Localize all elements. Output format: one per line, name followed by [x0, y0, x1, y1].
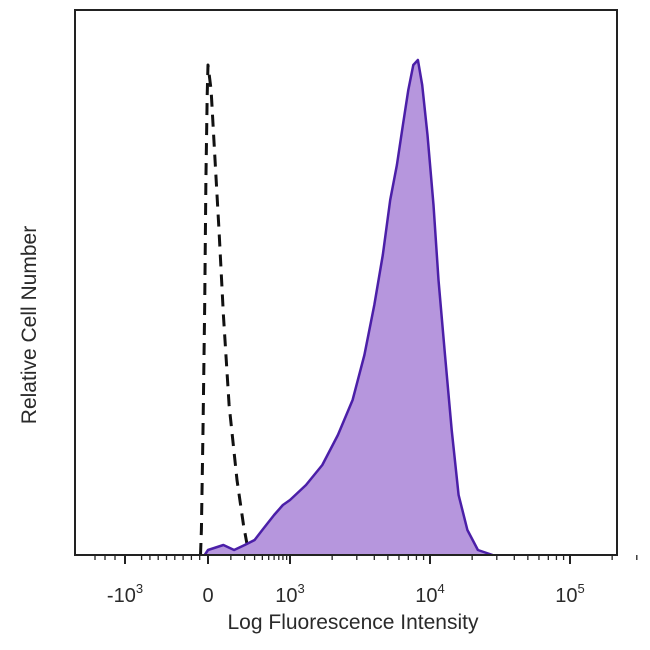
series-1-fill	[204, 60, 493, 555]
x-tick-label-exponent: 3	[136, 581, 143, 596]
x-tick-label-exponent: 5	[578, 581, 585, 596]
x-tick-label-exponent: 3	[298, 581, 305, 596]
x-tick-label-base: 10	[415, 585, 437, 607]
x-tick-label-exponent: 4	[438, 581, 445, 596]
series-1-line	[203, 58, 494, 557]
x-tick-label-base: -10	[107, 585, 136, 607]
x-tick-label: -103	[107, 581, 143, 607]
y-axis-label: Relative Cell Number	[18, 226, 41, 424]
x-tick-label-base: 10	[555, 585, 577, 607]
plot-area	[199, 58, 494, 557]
x-axis-label: Log Fluorescence Intensity	[228, 611, 479, 634]
x-tick-label: 105	[555, 581, 584, 607]
series-0-line	[199, 63, 251, 556]
x-axis-tick-labels: -103 0 103 104 105	[107, 581, 585, 607]
x-tick-label-base: 10	[275, 585, 297, 607]
x-axis-ticks	[94, 555, 638, 564]
x-tick-label-base: 0	[202, 585, 213, 607]
x-tick-label: 103	[275, 581, 304, 607]
x-tick-label: 0	[202, 585, 213, 607]
x-tick-label: 104	[415, 581, 444, 607]
plot-frame	[74, 9, 618, 556]
